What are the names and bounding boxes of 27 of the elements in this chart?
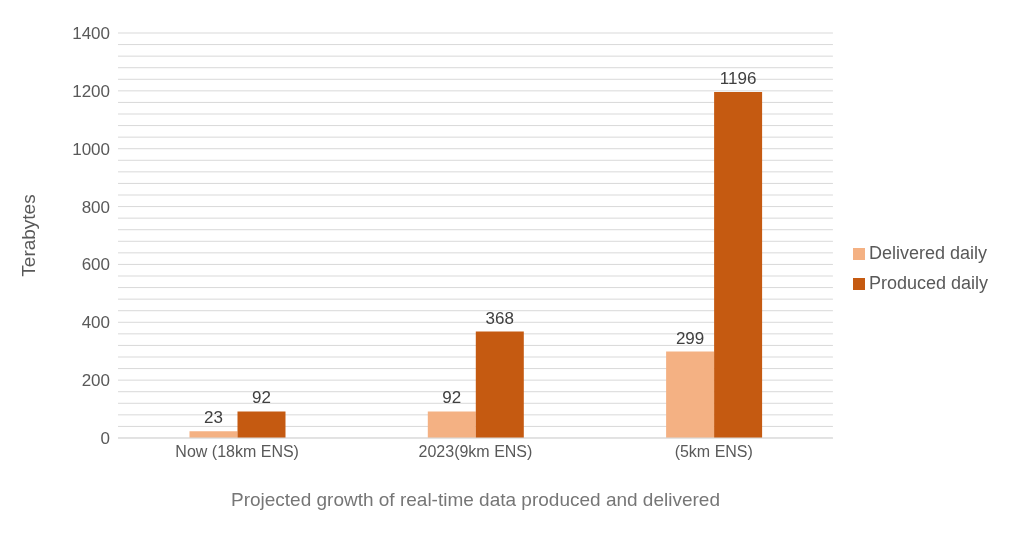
bar — [666, 351, 715, 438]
data-label: 368 — [485, 308, 514, 328]
bar — [427, 411, 476, 438]
legend-label: Produced daily — [868, 273, 988, 293]
x-tick-label: (5km ENS) — [674, 443, 753, 461]
x-tick-label: Now (18km ENS) — [175, 443, 299, 461]
data-label: 299 — [675, 328, 705, 348]
legend-label: Delivered daily — [868, 243, 987, 263]
x-axis-title: Projected growth of real-time data produced and delivered — [230, 489, 720, 510]
data-label: 92 — [252, 388, 271, 408]
y-tick-label: 800 — [81, 197, 110, 217]
y-tick-label: 400 — [81, 313, 110, 333]
data-label: 92 — [442, 388, 462, 408]
y-tick-label: 1200 — [72, 81, 110, 101]
y-tick-label: 0 — [100, 429, 110, 449]
y-tick-label: 1000 — [72, 139, 110, 159]
y-axis-title: Terabytes — [17, 194, 39, 277]
bar — [237, 411, 286, 438]
data-label: 1196 — [719, 69, 757, 89]
x-tick-label: 2023(9km ENS) — [418, 443, 533, 461]
y-tick-label: 200 — [81, 371, 110, 391]
bar — [475, 331, 524, 438]
y-tick-label: 1400 — [72, 24, 110, 44]
bar — [189, 431, 238, 438]
y-tick-label: 600 — [81, 255, 110, 275]
data-label: 23 — [204, 408, 223, 428]
bar — [714, 92, 763, 438]
